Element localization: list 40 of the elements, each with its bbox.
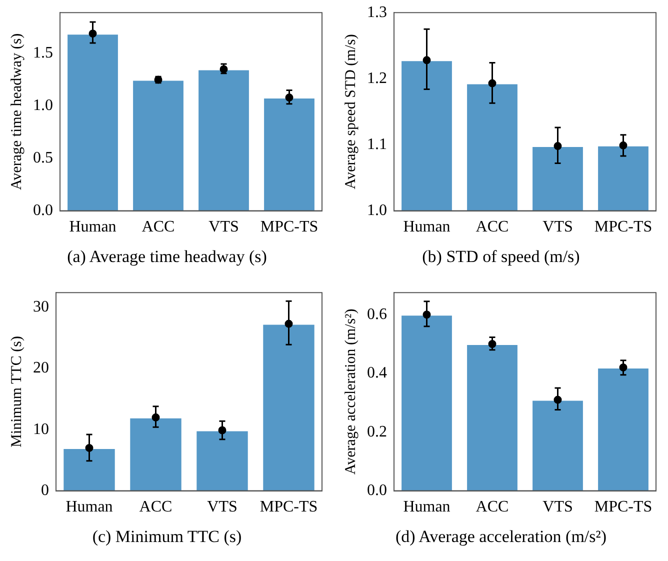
x-tick-label: VTS bbox=[208, 218, 239, 236]
x-tick-label: MPC-TS bbox=[260, 218, 318, 236]
x-tick-label: ACC bbox=[476, 498, 509, 516]
y-axis-title: Average time headway (s) bbox=[8, 33, 25, 190]
y-axis-title: Average acceleration (m/s²) bbox=[342, 308, 359, 475]
x-tick-label: VTS bbox=[207, 498, 238, 516]
x-tick-label: Human bbox=[403, 498, 450, 516]
x-tick-label: VTS bbox=[542, 218, 573, 236]
y-axis-title: Minimum TTC (s) bbox=[8, 336, 25, 448]
y-tick-label: 0.4 bbox=[367, 364, 387, 382]
x-tick-label: Human bbox=[66, 498, 113, 516]
y-tick-label: 1.5 bbox=[33, 44, 53, 62]
x-tick-label: ACC bbox=[142, 218, 175, 236]
y-tick-label: 0.6 bbox=[367, 306, 387, 323]
y-tick-label: 1.0 bbox=[367, 202, 387, 220]
y-tick-label: 0.2 bbox=[367, 423, 387, 440]
text: (c) Minimum TTC (s) bbox=[91, 526, 243, 548]
text: (d) Average acceleration (m/s²) bbox=[394, 526, 608, 548]
y-tick-label: 0 bbox=[41, 482, 49, 500]
y-tick-label: 0.0 bbox=[33, 202, 53, 220]
x-tick-label: MPC-TS bbox=[594, 218, 652, 236]
x-tick-label: VTS bbox=[542, 498, 573, 516]
text: (b) STD of speed (m/s) bbox=[421, 246, 581, 268]
y-tick-label: 1.2 bbox=[367, 70, 387, 87]
y-tick-label: 1.3 bbox=[367, 4, 387, 21]
y-tick-label: 0.0 bbox=[367, 482, 387, 500]
y-tick-label: 20 bbox=[33, 360, 49, 377]
text: (a) Average time headway (s) bbox=[66, 246, 268, 268]
x-tick-label: Human bbox=[403, 218, 450, 236]
y-tick-label: 0.5 bbox=[33, 150, 53, 167]
y-axis-title: Average speed STD (m/s) bbox=[342, 34, 359, 190]
y-tick-label: 30 bbox=[33, 298, 49, 316]
y-tick-label: 10 bbox=[33, 420, 49, 438]
x-tick-label: ACC bbox=[476, 218, 509, 236]
x-tick-label: ACC bbox=[139, 498, 172, 516]
x-tick-label: MPC-TS bbox=[260, 498, 318, 516]
x-tick-label: MPC-TS bbox=[594, 498, 652, 516]
y-tick-label: 1.0 bbox=[33, 97, 53, 114]
x-tick-label: Human bbox=[69, 218, 116, 236]
y-tick-label: 1.1 bbox=[367, 136, 387, 153]
